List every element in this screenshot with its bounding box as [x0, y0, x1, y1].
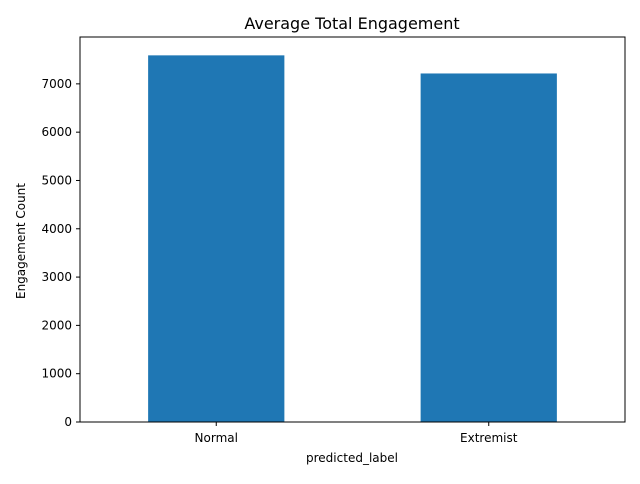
- bar-extremist: [420, 73, 557, 423]
- y-tick-label: 7000: [41, 77, 72, 91]
- x-tick-label: Extremist: [460, 431, 518, 445]
- y-axis-ticks: 0 1000 2000 3000 4000 5000 6000 7000: [41, 77, 80, 429]
- x-axis-label: predicted_label: [306, 451, 398, 465]
- y-tick-label: 5000: [41, 173, 72, 187]
- bars-group: [148, 55, 557, 423]
- plot-frame: [79, 36, 626, 423]
- chart-title: Average Total Engagement: [244, 14, 459, 33]
- bar-normal: [148, 55, 285, 423]
- y-tick-label: 6000: [41, 125, 72, 139]
- y-tick-label: 2000: [41, 318, 72, 332]
- y-tick-label: 1000: [41, 367, 72, 381]
- y-tick-label: 3000: [41, 270, 72, 284]
- y-axis-label: Engagement Count: [14, 183, 28, 299]
- y-tick-label: 0: [64, 415, 72, 429]
- y-tick-label: 4000: [41, 222, 72, 236]
- x-tick-label: Normal: [195, 431, 238, 445]
- x-axis-ticks: Normal Extremist: [195, 422, 518, 445]
